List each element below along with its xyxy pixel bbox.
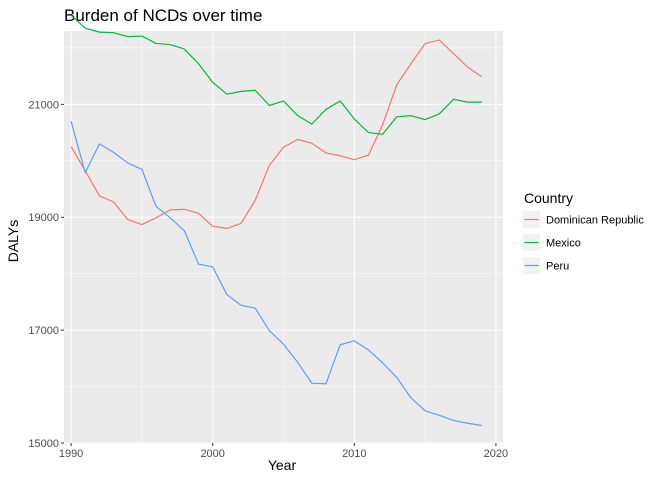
legend: Country Dominican Republic Mexico Peru [523, 190, 644, 274]
legend-label-dominican-republic: Dominican Republic [546, 215, 644, 227]
x-tick-label: 1990 [59, 448, 83, 460]
series-line-mexico [70, 14, 482, 135]
y-tick-label: 21000 [28, 99, 59, 111]
x-axis: 1990 2000 2010 2020 [59, 443, 508, 460]
y-tick-label: 15000 [28, 438, 59, 450]
series-line-dominican-republic [70, 39, 483, 230]
y-tick-label: 19000 [28, 212, 59, 224]
x-tick-label: 2020 [484, 448, 508, 460]
chart-title: Burden of NCDs over time [64, 6, 262, 25]
major-gridlines [64, 31, 503, 444]
series-lines [70, 14, 483, 427]
legend-label-mexico: Mexico [546, 238, 581, 250]
x-tick-label: 2000 [200, 448, 224, 460]
legend-label-peru: Peru [546, 261, 569, 273]
legend-title: Country [524, 190, 573, 206]
y-axis: 15000 17000 19000 21000 [28, 99, 64, 450]
series-line-peru [70, 121, 482, 427]
minor-gridlines [64, 31, 503, 443]
y-tick-label: 17000 [28, 325, 59, 337]
x-axis-title: Year [268, 457, 297, 473]
x-tick-label: 2010 [342, 448, 366, 460]
y-axis-title: DALYs [5, 220, 21, 263]
